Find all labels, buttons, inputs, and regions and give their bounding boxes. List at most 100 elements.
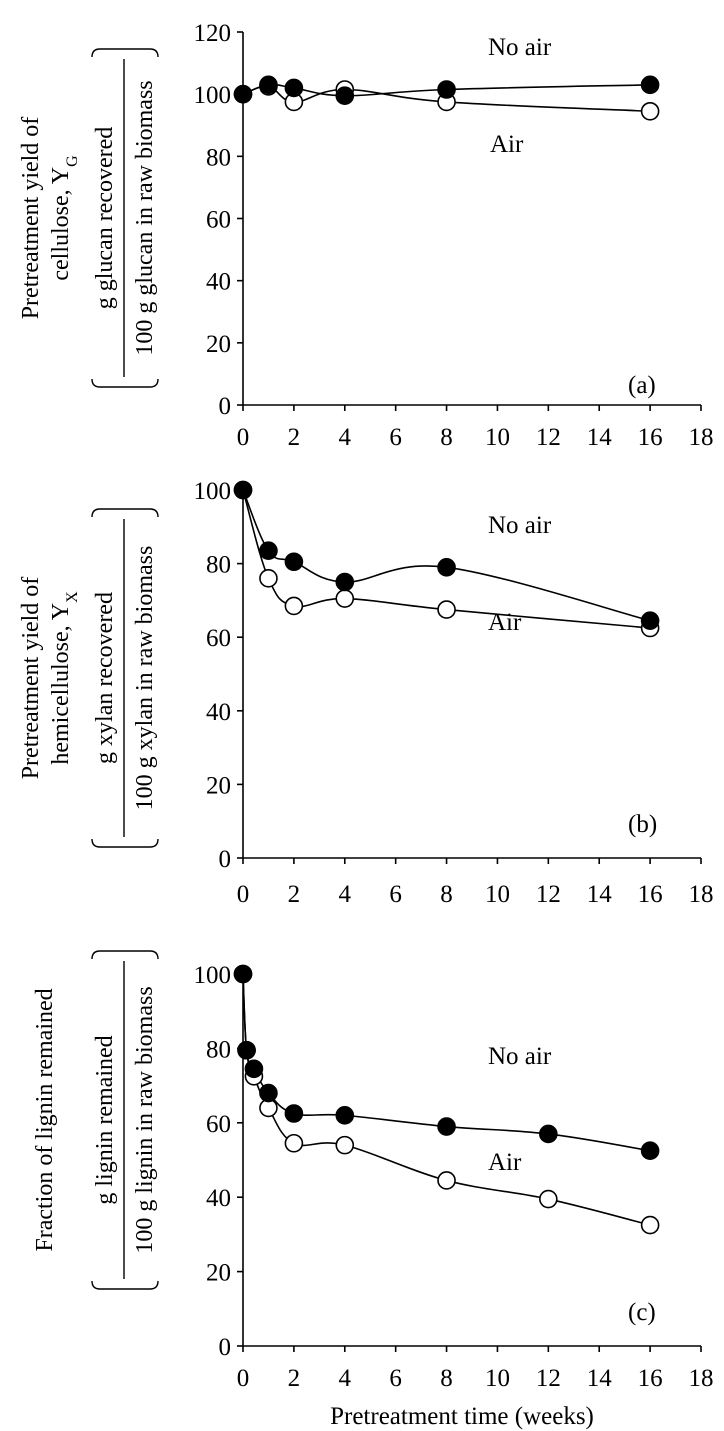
no-air-point <box>259 541 278 561</box>
bracket-bottom <box>91 1280 159 1290</box>
x-tick-label: 10 <box>485 424 510 451</box>
air-point <box>437 1171 456 1190</box>
x-tick-label: 16 <box>638 424 663 451</box>
y-label-subscript: X <box>64 591 81 603</box>
no-air-point <box>437 80 456 99</box>
x-tick-label: 6 <box>389 424 402 451</box>
annotation-no-air: No air <box>488 512 552 539</box>
y-tick-label: 40 <box>206 699 231 726</box>
x-tick-label: 14 <box>587 424 613 451</box>
x-tick-label: 18 <box>689 424 714 451</box>
y-tick-label: 100 <box>194 478 232 505</box>
y-label-line-2: hemicellulose, YX <box>48 591 81 765</box>
no-air-point <box>335 86 355 106</box>
y-label-line-1: Pretreatment yield of <box>18 117 44 320</box>
no-air-point <box>335 1106 355 1125</box>
y-label-line-2-text: cellulose, Y <box>48 167 74 281</box>
x-tick-label: 10 <box>485 881 510 908</box>
y-tick-label: 60 <box>206 625 231 652</box>
x-tick-label: 18 <box>689 1365 714 1392</box>
no-air-point <box>259 75 278 95</box>
panel-label: (b) <box>628 811 657 838</box>
y-tick-label: 0 <box>219 393 232 420</box>
y-axis-label: Pretreatment yield of hemicellulose, YX <box>18 577 81 780</box>
y-label-fraction: g glucan recovered 100 g glucan in raw bi… <box>91 48 159 388</box>
no-air-point <box>259 1083 278 1103</box>
y-tick-label: 0 <box>219 1334 232 1361</box>
annotation-air: Air <box>488 1149 522 1176</box>
air-point <box>640 101 660 121</box>
y-tick-label: 60 <box>206 1111 231 1138</box>
x-tick-label: 8 <box>440 1365 453 1392</box>
x-tick-label: 16 <box>638 881 663 908</box>
y-tick-label: 20 <box>206 1260 231 1287</box>
x-tick-label: 2 <box>288 881 301 908</box>
bracket-bottom <box>91 838 159 848</box>
y-label-fraction: g lignin remained 100 g lignin in raw bio… <box>91 950 159 1290</box>
no-air-point <box>640 1141 660 1160</box>
x-tick-label: 10 <box>485 1365 510 1392</box>
no-air-point <box>284 552 304 572</box>
y-label-subscript: G <box>64 155 81 167</box>
x-tick-label: 12 <box>536 424 561 451</box>
x-tick-label: 14 <box>587 1365 613 1392</box>
no-air-point <box>539 1124 558 1144</box>
y-label-line-2-text: hemicellulose, Y <box>48 603 74 765</box>
panel-label: (a) <box>628 372 656 399</box>
no-air-point <box>640 75 660 95</box>
y-label-line-1: Pretreatment yield of <box>18 577 44 780</box>
x-tick-label: 14 <box>587 881 613 908</box>
y-axis-label: Pretreatment yield of cellulose, YG <box>18 117 81 320</box>
bracket-top <box>91 950 159 960</box>
x-tick-label: 16 <box>638 1365 663 1392</box>
annotation-air: Air <box>488 609 522 636</box>
fraction-numerator: g lignin remained <box>92 1035 118 1204</box>
y-tick-label: 0 <box>219 846 232 873</box>
air-point <box>284 596 304 616</box>
y-tick-label: 20 <box>206 772 231 799</box>
y-axis-label: Fraction of lignin remained <box>32 988 58 1251</box>
no-air-point <box>640 611 660 630</box>
no-air-point <box>233 84 253 104</box>
y-tick-label: 120 <box>194 20 232 47</box>
air-point <box>539 1189 558 1209</box>
fraction-denominator: 100 g glucan in raw biomass <box>132 80 158 355</box>
no-air-point <box>233 964 253 984</box>
air-point <box>640 1215 660 1235</box>
x-tick-label: 8 <box>440 424 453 451</box>
x-tick-label: 6 <box>389 881 402 908</box>
y-tick-label: 100 <box>194 82 232 109</box>
panel-label: (c) <box>628 1299 656 1326</box>
x-axis-label: Pretreatment time (weeks) <box>330 1403 594 1430</box>
air-point <box>284 1133 304 1153</box>
no-air-point <box>284 78 304 98</box>
no-air-point <box>237 1040 256 1060</box>
x-tick-label: 2 <box>288 1365 301 1392</box>
x-tick-label: 12 <box>536 881 561 908</box>
fraction-numerator: g xylan recovered <box>92 592 118 764</box>
no-air-point <box>335 572 355 592</box>
annotation-air: Air <box>490 131 524 158</box>
air-point <box>259 569 278 588</box>
y-tick-label: 40 <box>206 269 231 296</box>
y-tick-label: 80 <box>206 144 231 171</box>
y-label-line-2: cellulose, YG <box>48 155 81 281</box>
fraction-denominator: 100 g lignin in raw biomass <box>132 986 158 1253</box>
y-tick-label: 100 <box>194 962 232 989</box>
panel-c: 0 20 40 60 80 100 0 2 4 6 8 10 12 14 16 18 No air Air (c) F… <box>32 950 714 1430</box>
x-tick-label: 4 <box>339 424 352 451</box>
y-label-line-1: Fraction of lignin remained <box>32 988 58 1251</box>
x-tick-label: 6 <box>389 1365 402 1392</box>
y-label-fraction: g xylan recovered 100 g xylan in raw biom… <box>91 508 159 848</box>
x-tick-label: 0 <box>237 1365 250 1392</box>
no-air-point <box>233 480 253 500</box>
panel-b: 0 20 40 60 80 100 0 2 4 6 8 10 12 14 16 18 No air Air (b) P… <box>18 478 714 908</box>
x-tick-label: 4 <box>339 1365 352 1392</box>
x-tick-label: 8 <box>440 881 453 908</box>
fraction-denominator: 100 g xylan in raw biomass <box>132 546 158 811</box>
y-tick-label: 60 <box>206 207 231 234</box>
x-tick-label: 0 <box>237 424 250 451</box>
no-air-point <box>244 1059 264 1079</box>
y-tick-label: 80 <box>206 552 231 579</box>
